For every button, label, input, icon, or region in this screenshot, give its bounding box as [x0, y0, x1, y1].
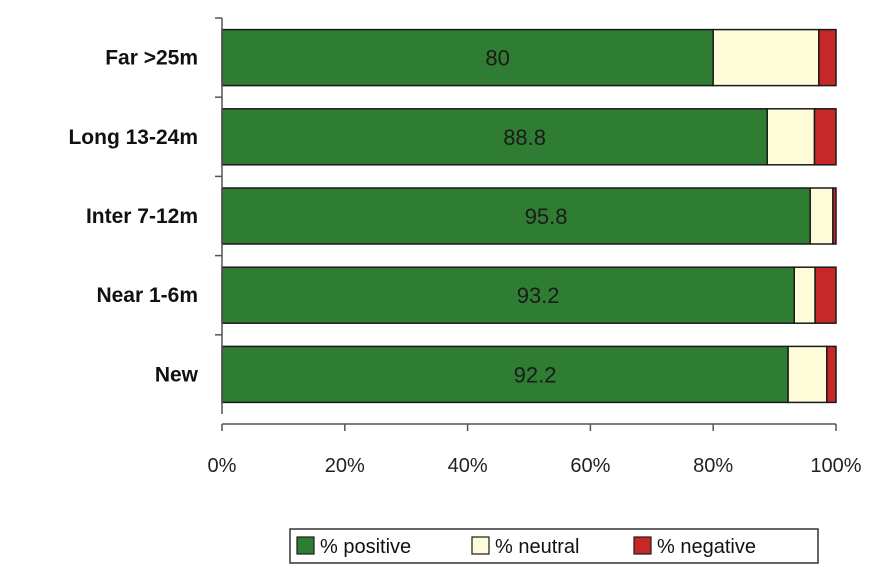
x-tick-label: 80%: [693, 455, 733, 477]
category-label: Near 1-6m: [96, 284, 198, 307]
bar-segment-negative: [813, 108, 837, 166]
bar-segment-neutral: [766, 108, 816, 166]
legend-label: % neutral: [495, 536, 580, 558]
bar-segment-negative: [818, 28, 837, 87]
legend-swatch: [296, 536, 315, 555]
data-label: 80: [485, 46, 509, 71]
bar-segment-positive: [221, 187, 811, 245]
legend-swatch: [633, 536, 652, 555]
bar-segment-negative: [826, 345, 837, 404]
x-tick-label: 0%: [208, 455, 237, 477]
data-label: 95.8: [525, 204, 568, 229]
x-tick-label: 40%: [448, 455, 488, 477]
category-label: Inter 7-12m: [86, 205, 198, 228]
data-label: 93.2: [517, 283, 560, 308]
legend-label: % negative: [657, 536, 756, 558]
bar-segment-negative: [832, 187, 837, 245]
x-tick-label: 100%: [810, 455, 861, 477]
category-label: Far >25m: [105, 47, 198, 70]
data-label: 92.2: [514, 362, 557, 387]
data-labels-layer: 80 88.8 95.8 93.2 92.2: [485, 46, 567, 388]
legend-box: [289, 528, 819, 564]
bar-segment-positive: [221, 345, 789, 404]
bar-segment-positive: [221, 108, 768, 166]
bar-segment-positive: [221, 266, 795, 324]
legend-label: % positive: [320, 536, 411, 558]
bar-segment-neutral: [809, 187, 834, 245]
category-label: Long 13-24m: [68, 126, 198, 149]
bar-segment-neutral: [712, 28, 820, 87]
data-label: 88.8: [503, 125, 546, 150]
bar-segment-negative: [814, 266, 837, 324]
bar-segment-neutral: [787, 345, 828, 404]
bars-layer: [221, 28, 837, 404]
legend: % positive % neutral % negative: [289, 528, 819, 564]
bar-segment-positive: [221, 28, 714, 87]
x-tick-label: 60%: [570, 455, 610, 477]
category-label: New: [155, 363, 199, 386]
bar-segment-neutral: [793, 266, 816, 324]
axis-layer: Far >25m Long 13-24m Inter 7-12m Near 1-6m N…: [68, 17, 862, 477]
x-tick-label: 20%: [325, 455, 365, 477]
legend-swatch: [471, 536, 490, 555]
